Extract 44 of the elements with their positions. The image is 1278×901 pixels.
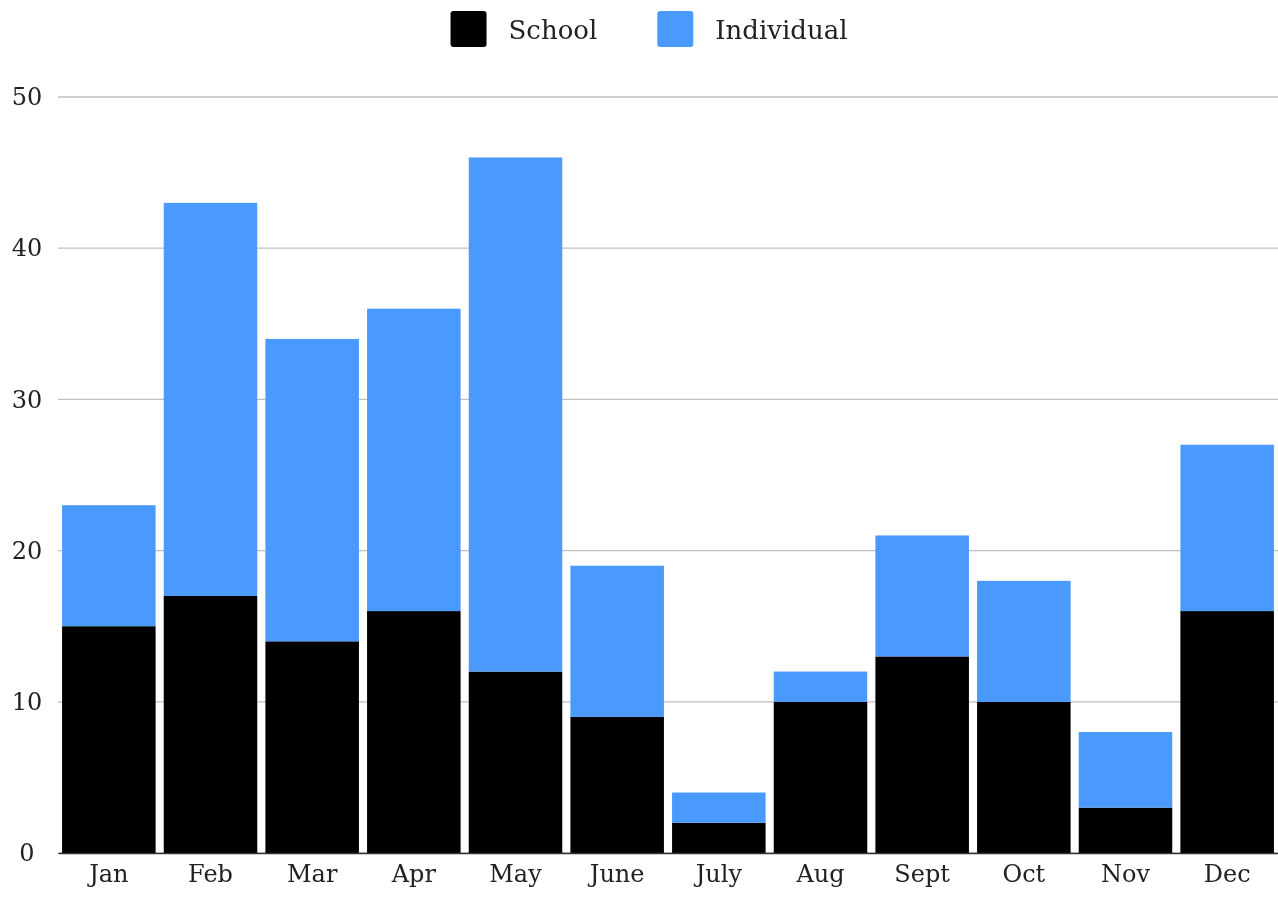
bar (1078, 807, 1173, 853)
x-tick-label: Aug (795, 860, 845, 889)
bar (875, 535, 969, 657)
x-tick-label: July (692, 860, 743, 889)
bar (367, 308, 461, 612)
bar (570, 716, 664, 853)
bar (62, 626, 156, 853)
bar (468, 157, 563, 672)
bar (773, 671, 868, 702)
x-tick-label: Feb (188, 860, 233, 889)
bar (367, 611, 461, 853)
bar (62, 505, 156, 627)
bar (1180, 611, 1274, 853)
bar (265, 641, 359, 853)
bar (1078, 732, 1173, 808)
x-tick-label: May (489, 860, 543, 889)
bar (163, 595, 258, 853)
bar (265, 338, 359, 642)
legend-label: Individual (715, 15, 848, 45)
bar (1180, 444, 1274, 612)
y-tick-label: 50 (11, 83, 43, 112)
y-tick-label: 30 (11, 385, 43, 414)
y-tick-label: 20 (11, 536, 43, 565)
bar (672, 822, 766, 853)
x-tick-label: June (586, 860, 645, 889)
x-tick-label: Sept (894, 860, 951, 889)
bar (570, 565, 664, 717)
bar (163, 202, 258, 596)
x-tick-label: Oct (1002, 860, 1046, 889)
bar (875, 656, 969, 853)
y-tick-label: 10 (11, 687, 43, 716)
bar (977, 580, 1071, 702)
bar (773, 701, 868, 853)
x-tick-label: Dec (1203, 860, 1251, 889)
bar (672, 792, 766, 823)
y-tick-label: 40 (11, 234, 43, 263)
y-tick-label: 0 (19, 839, 35, 868)
bar (468, 671, 563, 853)
legend-label: School (508, 15, 598, 45)
x-tick-label: Nov (1100, 860, 1151, 889)
x-tick-label: Mar (286, 860, 338, 889)
x-tick-label: Apr (390, 860, 437, 889)
bar (977, 701, 1071, 853)
x-tick-label: Jan (86, 860, 129, 889)
